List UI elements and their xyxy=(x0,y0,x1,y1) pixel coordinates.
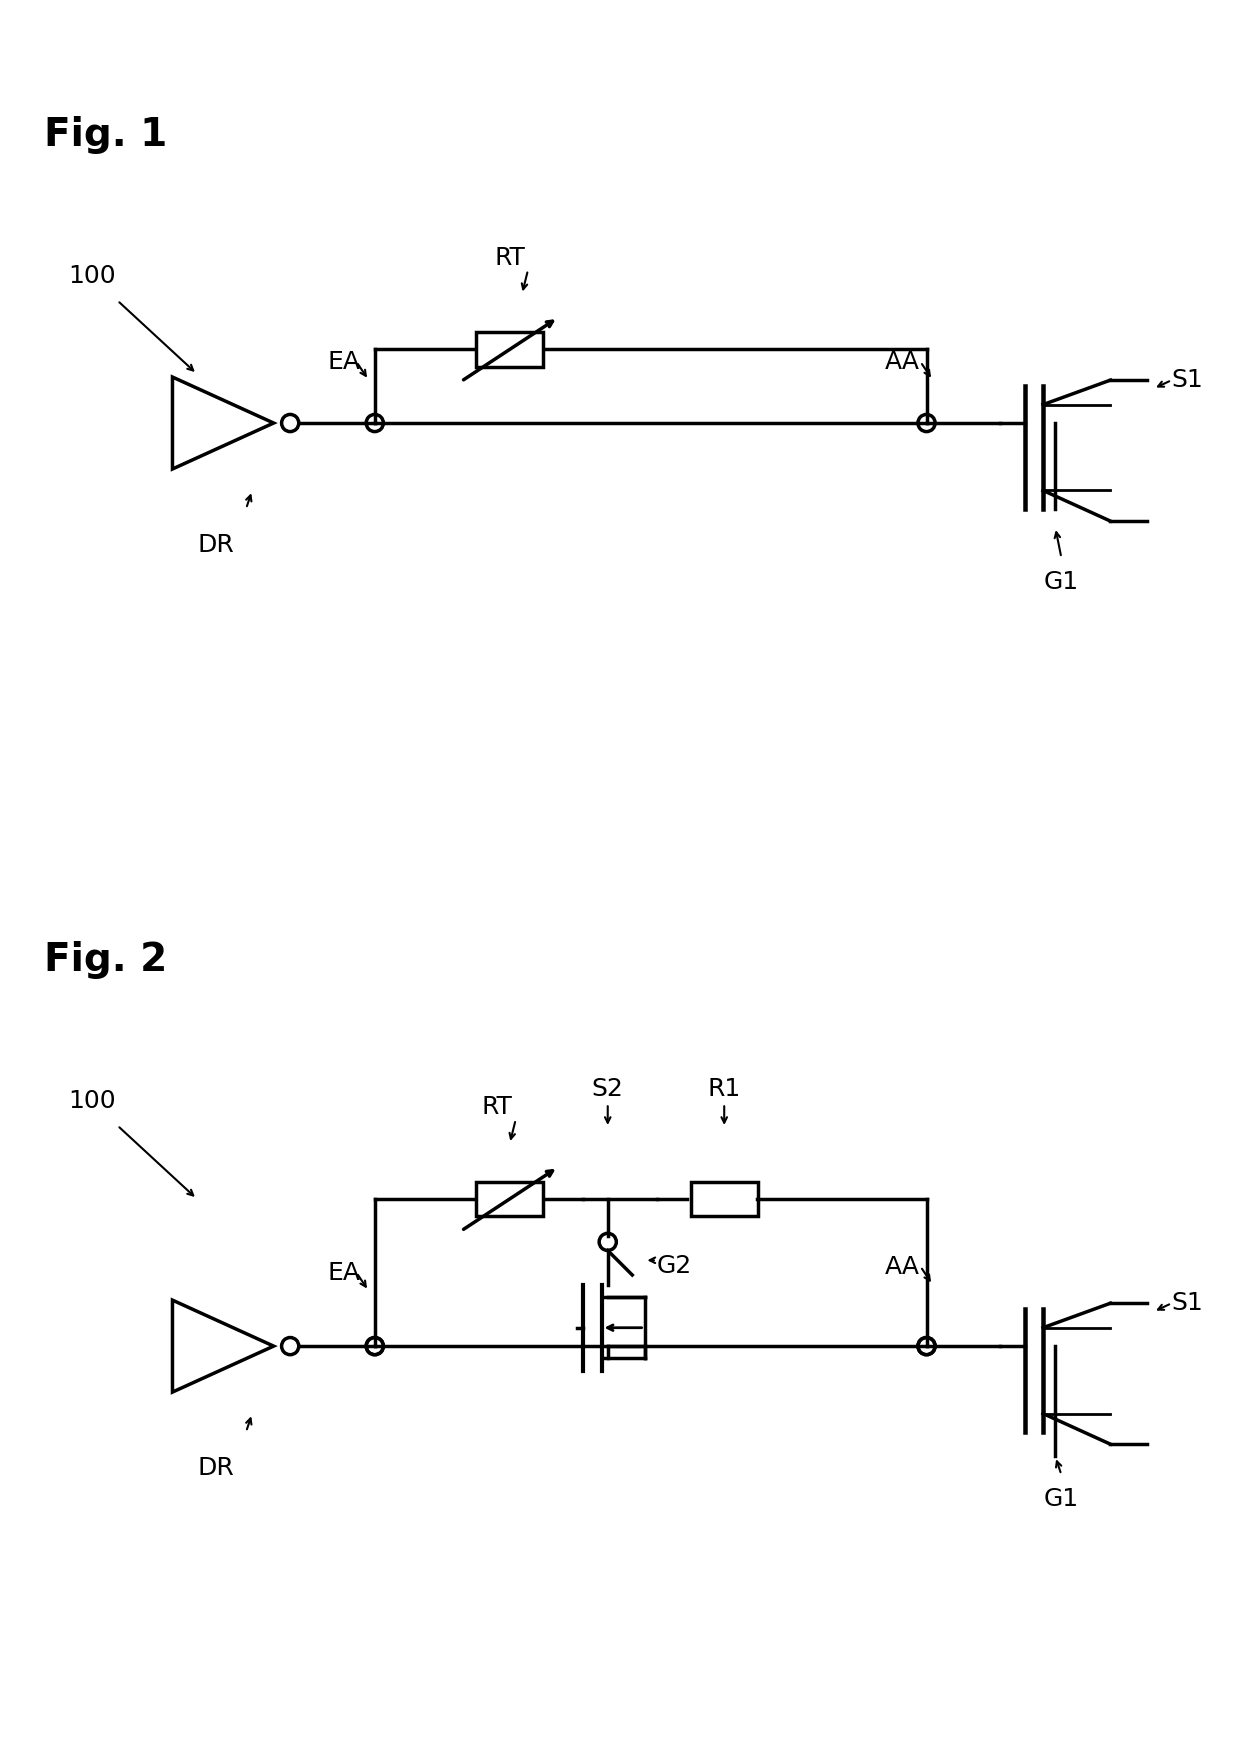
Text: 100: 100 xyxy=(68,1090,115,1112)
Bar xyxy=(476,331,543,367)
Text: R1: R1 xyxy=(708,1077,740,1100)
Text: EA: EA xyxy=(327,1261,361,1285)
Text: AA: AA xyxy=(884,351,920,374)
Text: DR: DR xyxy=(197,534,234,557)
Text: G1: G1 xyxy=(1044,1488,1079,1511)
Text: G1: G1 xyxy=(1044,569,1079,594)
Bar xyxy=(691,1181,758,1216)
Text: S1: S1 xyxy=(1172,1291,1204,1315)
Text: EA: EA xyxy=(327,351,361,374)
Text: RT: RT xyxy=(482,1095,513,1120)
Text: G2: G2 xyxy=(657,1255,692,1278)
Text: Fig. 1: Fig. 1 xyxy=(43,116,167,155)
Text: AA: AA xyxy=(884,1255,920,1278)
Text: Fig. 2: Fig. 2 xyxy=(43,941,167,980)
Text: S1: S1 xyxy=(1172,368,1204,391)
Text: DR: DR xyxy=(197,1456,234,1481)
Bar xyxy=(476,1181,543,1216)
Text: 100: 100 xyxy=(68,264,115,287)
Text: S2: S2 xyxy=(591,1077,624,1100)
Text: RT: RT xyxy=(495,245,525,270)
